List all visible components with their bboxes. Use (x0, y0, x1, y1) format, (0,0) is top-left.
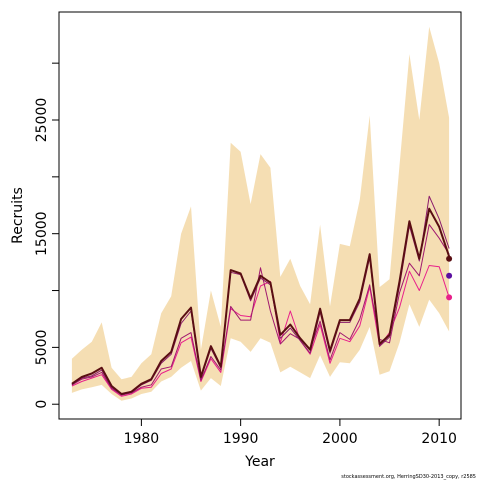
end-point-1 (446, 255, 453, 262)
y-axis-title: Recruits (10, 187, 26, 244)
series-line-1 (71, 207, 451, 395)
y-tick-label-5000: 5000 (34, 330, 50, 366)
end-point-2 (446, 272, 453, 279)
y-tick-label-0: 0 (34, 400, 50, 409)
y-axis: 0 5000 15000 25000 (34, 62, 59, 409)
y-tick-label-25000: 25000 (34, 98, 50, 143)
x-tick-label-2000: 2000 (322, 431, 358, 447)
end-point-3 (446, 294, 453, 301)
confidence-band (71, 26, 450, 401)
x-tick-label-2010: 2010 (421, 431, 457, 447)
x-tick-label-1980: 1980 (124, 431, 160, 447)
series-line-3 (71, 224, 450, 396)
credit-note: stockassessment.org, HerringSD30-2013_co… (341, 474, 476, 480)
x-axis: 1980 1990 2000 2010 (124, 419, 457, 447)
y-tick-label-15000: 15000 (34, 211, 50, 256)
plot-frame (58, 11, 462, 420)
x-tick-label-1990: 1990 (223, 431, 259, 447)
x-axis-title: Year (244, 454, 275, 470)
